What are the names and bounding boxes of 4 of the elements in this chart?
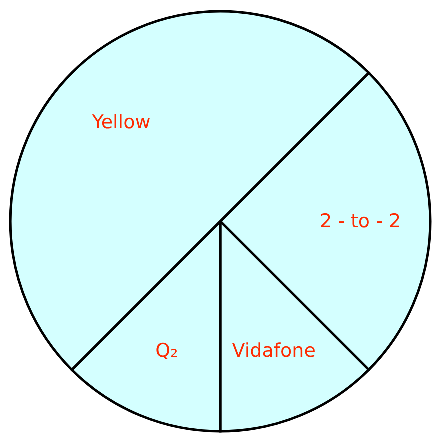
slice-label: Vidafone: [232, 340, 316, 362]
slice-label: Yellow: [91, 112, 151, 134]
slice-label: Q₂: [156, 340, 178, 362]
slice-label: 2 - to - 2: [320, 210, 402, 232]
